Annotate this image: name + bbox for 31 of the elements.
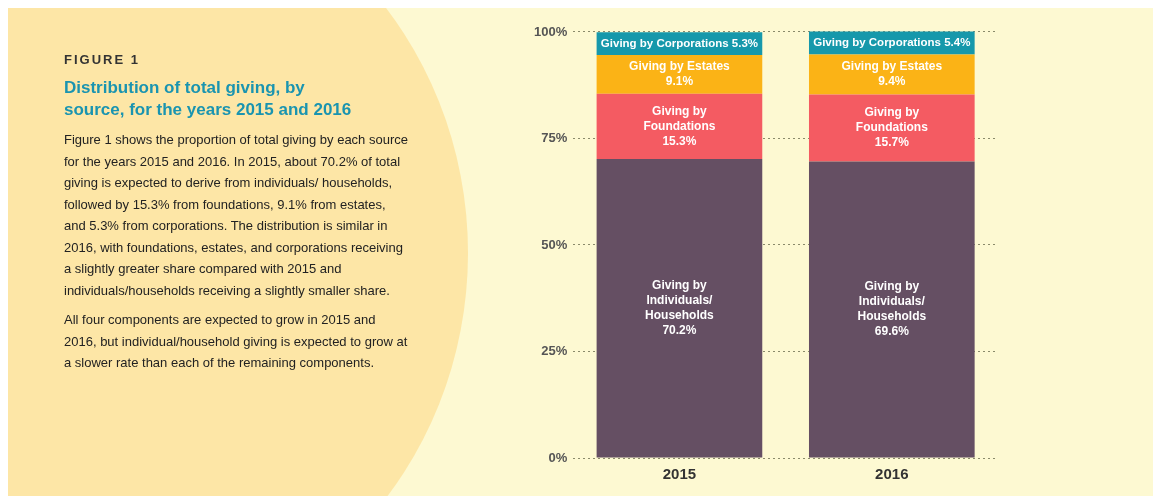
series-label: Giving by Corporations — [600, 36, 729, 49]
x-tick-label: 2015 — [662, 465, 697, 483]
text: Giving by Foundations — [855, 105, 928, 135]
text: Giving by Corporations — [813, 36, 942, 49]
series-label: Giving by Individuals/Households — [645, 278, 715, 323]
text: Distribution of total giving, by source, for the years 2015 and 2016 — [64, 77, 353, 121]
data-label: 5.3% — [731, 36, 759, 49]
y-tick-label: 0% — [548, 449, 568, 465]
caption: FIGURE 1 — [64, 52, 141, 67]
bar — [596, 158, 763, 458]
x-tick-label: 2016 — [875, 465, 909, 483]
data-label: 9.1% — [665, 74, 694, 89]
y-tick-label: 75% — [541, 130, 568, 146]
data-label: 5.4% — [944, 36, 971, 49]
bar — [808, 161, 975, 458]
y-tick-label: 50% — [541, 236, 568, 252]
caption: Figure 1 shows the proportion of total giving by each source for the years 2015 and 2016. In 2015, about 70.2% of total giving is expected to derive from individuals/ households, followed by 15.3% from foundations, 9.1% from estates, and 5.3% from corporations. The distribution is similar in 2016, with foundations, estates, and corporations receiving a slightly greater share compared with 2015 and individuals/households receiving a slightly smaller share. — [64, 131, 409, 300]
text: Giving by Estates — [841, 59, 943, 74]
data-label: 9.4% — [878, 74, 906, 89]
text: All four components are expected to grow in 2015 and 2016, but individual/household giving is expected to grow at a slower rate than each of the remaining components. — [64, 311, 409, 372]
data-label: 15.3% — [662, 133, 697, 148]
series-label: Giving by Estates — [629, 59, 731, 74]
data-label: 15.7% — [874, 135, 910, 150]
bar — [596, 93, 763, 159]
y-tick-label: 100% — [534, 23, 568, 39]
data-label: 69.6% — [874, 324, 910, 339]
bar — [808, 94, 975, 162]
series-label: Giving by Foundations — [643, 103, 716, 133]
data-label: 70.2% — [662, 323, 697, 338]
text: Giving by Individuals/Households — [857, 279, 927, 324]
y-tick-label: 25% — [541, 343, 568, 359]
